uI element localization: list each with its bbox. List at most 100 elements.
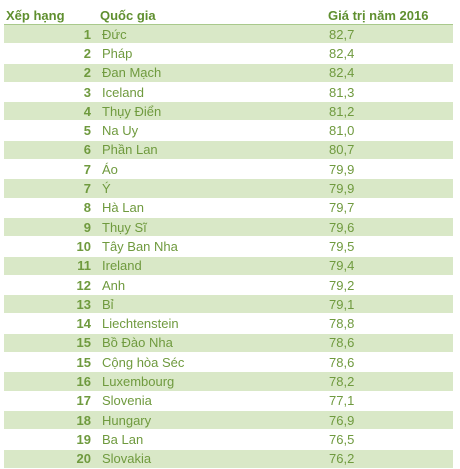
value-cell: 76,9 — [315, 410, 453, 431]
country-cell: Thụy Sĩ — [96, 217, 315, 238]
value-cell: 82,7 — [315, 24, 453, 45]
rank-cell: 20 — [4, 449, 96, 469]
table-row: 13 Bỉ 79,1 — [4, 294, 453, 315]
rank-cell: 13 — [4, 294, 96, 315]
value-cell: 80,7 — [315, 140, 453, 161]
table-row: 2 Đan Mạch 82,4 — [4, 63, 453, 83]
table-row: 9 Thụy Sĩ 79,6 — [4, 217, 453, 238]
value-cell: 81,3 — [315, 82, 453, 103]
country-cell: Liechtenstein — [96, 313, 315, 334]
header-row: Xếp hạng Quốc gia Giá trị năm 2016 — [4, 6, 453, 25]
table-row: 17 Slovenia 77,1 — [4, 391, 453, 411]
country-cell: Tây Ban Nha — [96, 236, 315, 257]
rank-cell: 17 — [4, 391, 96, 411]
rank-cell: 1 — [4, 24, 96, 45]
table-row: 2 Pháp 82,4 — [4, 43, 453, 64]
table-row: 7 Ý 79,9 — [4, 178, 453, 199]
value-cell: 79,1 — [315, 294, 453, 315]
table-body: 1 Đức 82,7 2 Pháp 82,4 2 Đan Mạch 82,4 3 Iceland 81… — [4, 24, 453, 469]
country-cell: Thụy Điển — [96, 101, 315, 122]
country-cell: Hungary — [96, 410, 315, 431]
country-cell: Bỉ — [96, 294, 315, 315]
table-row: 20 Slovakia 76,2 — [4, 449, 453, 469]
value-cell: 79,5 — [315, 236, 453, 257]
country-cell: Đan Mạch — [96, 63, 315, 83]
table-row: 8 Hà Lan 79,7 — [4, 198, 453, 218]
table-row: 15 Bồ Đào Nha 78,6 — [4, 333, 453, 354]
rank-cell: 18 — [4, 410, 96, 431]
table-row: 11 Ireland 79,4 — [4, 256, 453, 276]
value-cell: 79,4 — [315, 256, 453, 276]
table-row: 4 Thụy Điển 81,2 — [4, 101, 453, 122]
rank-cell: 2 — [4, 63, 96, 83]
value-cell: 79,9 — [315, 178, 453, 199]
table-row: 10 Tây Ban Nha 79,5 — [4, 236, 453, 257]
country-cell: Ireland — [96, 256, 315, 276]
country-cell: Ý — [96, 178, 315, 199]
country-column-header: Quốc gia — [96, 6, 315, 25]
rank-cell: 15 — [4, 352, 96, 373]
rank-cell: 7 — [4, 178, 96, 199]
rank-cell: 2 — [4, 43, 96, 64]
country-cell: Iceland — [96, 82, 315, 103]
country-cell: Na Uy — [96, 120, 315, 141]
country-cell: Bồ Đào Nha — [96, 333, 315, 354]
value-cell: 81,0 — [315, 120, 453, 141]
rank-cell: 12 — [4, 275, 96, 296]
rank-cell: 10 — [4, 236, 96, 257]
value-cell: 82,4 — [315, 63, 453, 83]
value-cell: 78,6 — [315, 352, 453, 373]
value-cell: 77,1 — [315, 391, 453, 411]
rank-cell: 3 — [4, 82, 96, 103]
value-column-header: Giá trị năm 2016 — [315, 6, 453, 25]
value-cell: 79,2 — [315, 275, 453, 296]
rank-cell: 14 — [4, 313, 96, 334]
table-row: 3 Iceland 81,3 — [4, 82, 453, 103]
country-cell: Áo — [96, 159, 315, 180]
value-cell: 78,2 — [315, 371, 453, 392]
country-cell: Ba Lan — [96, 429, 315, 450]
rank-cell: 19 — [4, 429, 96, 450]
table-row: 1 Đức 82,7 — [4, 24, 453, 45]
ranking-table: Xếp hạng Quốc gia Giá trị năm 2016 1 Đức 8… — [4, 6, 453, 469]
rank-cell: 16 — [4, 371, 96, 392]
table-row: 18 Hungary 76,9 — [4, 410, 453, 431]
country-cell: Slovakia — [96, 449, 315, 469]
country-cell: Slovenia — [96, 391, 315, 411]
country-cell: Phần Lan — [96, 140, 315, 161]
country-cell: Cộng hòa Séc — [96, 352, 315, 373]
value-cell: 82,4 — [315, 43, 453, 64]
table-row: 7 Áo 79,9 — [4, 159, 453, 180]
rank-cell: 6 — [4, 140, 96, 161]
value-cell: 79,9 — [315, 159, 453, 180]
value-cell: 81,2 — [315, 101, 453, 122]
table-row: 19 Ba Lan 76,5 — [4, 429, 453, 450]
table-row: 6 Phần Lan 80,7 — [4, 140, 453, 161]
rank-cell: 15 — [4, 333, 96, 354]
country-cell: Anh — [96, 275, 315, 296]
country-cell: Hà Lan — [96, 198, 315, 218]
country-cell: Pháp — [96, 43, 315, 64]
value-cell: 76,5 — [315, 429, 453, 450]
value-cell: 78,8 — [315, 313, 453, 334]
country-cell: Đức — [96, 24, 315, 45]
rank-column-header: Xếp hạng — [4, 6, 96, 25]
rank-cell: 5 — [4, 120, 96, 141]
table-row: 12 Anh 79,2 — [4, 275, 453, 296]
rank-cell: 4 — [4, 101, 96, 122]
value-cell: 79,6 — [315, 217, 453, 238]
table-row: 5 Na Uy 81,0 — [4, 120, 453, 141]
value-cell: 79,7 — [315, 198, 453, 218]
country-cell: Luxembourg — [96, 371, 315, 392]
rank-cell: 7 — [4, 159, 96, 180]
value-cell: 78,6 — [315, 333, 453, 354]
rank-cell: 8 — [4, 198, 96, 218]
rank-cell: 9 — [4, 217, 96, 238]
table-row: 14 Liechtenstein 78,8 — [4, 313, 453, 334]
table-row: 15 Cộng hòa Séc 78,6 — [4, 352, 453, 373]
rank-cell: 11 — [4, 256, 96, 276]
table-row: 16 Luxembourg 78,2 — [4, 371, 453, 392]
table-header: Xếp hạng Quốc gia Giá trị năm 2016 — [4, 6, 453, 25]
value-cell: 76,2 — [315, 449, 453, 469]
